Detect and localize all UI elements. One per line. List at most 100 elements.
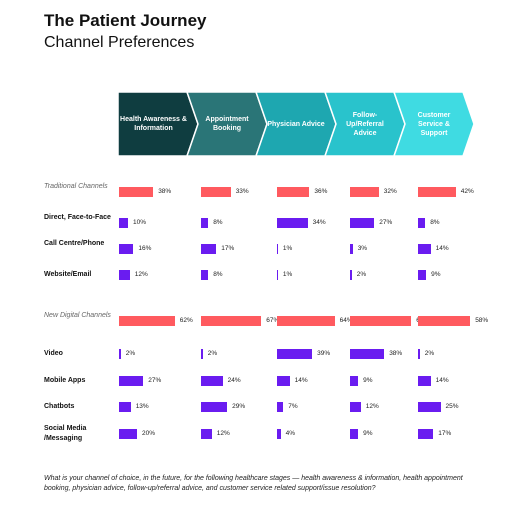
bar — [201, 244, 217, 254]
value-label: 8% — [430, 219, 440, 226]
value-label: 17% — [221, 245, 235, 252]
bar — [418, 187, 456, 197]
value-label: 2% — [424, 350, 435, 357]
value-label: 2% — [356, 271, 367, 278]
stage-arrows — [117, 91, 475, 157]
bar — [350, 270, 352, 280]
bar — [418, 316, 471, 326]
value-label: 27% — [148, 377, 162, 384]
bar — [201, 187, 231, 197]
channel-label: Video — [44, 350, 63, 357]
value-label: 1% — [282, 271, 293, 278]
value-label: 14% — [294, 377, 308, 384]
value-label: 27% — [379, 219, 393, 226]
value-label: 10% — [133, 219, 147, 226]
bar — [119, 376, 144, 386]
bar — [201, 349, 203, 359]
channel-label: Mobile Apps — [44, 377, 86, 384]
stage-label: Appointment Booking — [205, 116, 249, 132]
bar — [277, 349, 313, 359]
value-label: 8% — [213, 219, 223, 226]
channel-label: Chatbots — [44, 403, 75, 410]
value-label: 64% — [339, 317, 353, 324]
bar — [277, 218, 308, 228]
stage-label: Physician Advice — [267, 120, 325, 128]
bar — [277, 429, 281, 439]
channel-label: Direct, Face-to-Face — [44, 214, 111, 221]
bar — [418, 270, 427, 280]
bar — [119, 349, 121, 359]
bar — [119, 316, 175, 326]
value-label: 20% — [142, 430, 156, 437]
chart-title: The Patient Journey — [44, 11, 207, 30]
bar — [350, 218, 375, 228]
footnote: What is your channel of choice, in the f… — [44, 475, 463, 492]
bar — [277, 270, 278, 280]
bar — [277, 244, 278, 254]
stage-label: Follow-Up/Referral Advice — [346, 111, 384, 137]
value-label: 17% — [438, 430, 452, 437]
value-label: 7% — [288, 403, 298, 410]
value-label: 2% — [125, 350, 136, 357]
bar — [277, 187, 310, 197]
value-label: 12% — [365, 403, 379, 410]
value-label: 34% — [312, 219, 326, 226]
value-label: 9% — [363, 377, 373, 384]
bar — [350, 349, 385, 359]
value-label: 29% — [232, 403, 246, 410]
value-label: 38% — [158, 188, 172, 195]
value-label: 4% — [285, 430, 295, 437]
chart-subtitle: Channel Preferences — [44, 34, 195, 51]
bar — [418, 402, 441, 412]
bar — [201, 218, 209, 228]
value-label: 62% — [179, 317, 193, 324]
value-label: 42% — [460, 188, 474, 195]
value-label: 25% — [445, 403, 459, 410]
bar — [350, 376, 359, 386]
bar — [119, 218, 128, 228]
value-label: 32% — [383, 188, 397, 195]
bar — [350, 316, 412, 326]
bar — [350, 244, 353, 254]
value-label: 12% — [134, 271, 148, 278]
value-label: 38% — [389, 350, 403, 357]
value-label: 58% — [475, 317, 489, 324]
bar — [119, 429, 137, 439]
bar — [201, 402, 228, 412]
bar — [350, 429, 359, 439]
bar — [418, 244, 431, 254]
value-label: 33% — [235, 188, 249, 195]
value-label: 12% — [216, 430, 230, 437]
value-label: 14% — [435, 377, 449, 384]
bar — [350, 402, 361, 412]
value-label: 9% — [363, 430, 373, 437]
bar — [277, 402, 284, 412]
bar — [418, 349, 420, 359]
bar — [119, 270, 130, 280]
channel-label: Social Media /Messaging — [44, 425, 87, 442]
bar — [201, 429, 212, 439]
bar — [119, 244, 134, 254]
stage-arrow — [392, 91, 475, 157]
bar — [350, 187, 379, 197]
channel-label: Call Centre/Phone — [44, 240, 105, 247]
value-label: 14% — [435, 245, 449, 252]
stage-label: Health Awareness & Information — [120, 116, 187, 132]
stage-label: Customer Service & Support — [417, 111, 451, 137]
bar — [418, 218, 426, 228]
value-label: 16% — [138, 245, 152, 252]
bar — [418, 376, 431, 386]
bar — [201, 270, 209, 280]
bar — [418, 429, 434, 439]
value-label: 8% — [213, 271, 223, 278]
value-label: 24% — [227, 377, 241, 384]
channel-label: Website/Email — [44, 271, 92, 278]
group-label: Traditional Channels — [44, 183, 108, 190]
value-label: 2% — [207, 350, 218, 357]
bar — [119, 402, 131, 412]
bar — [201, 316, 262, 326]
bar — [119, 187, 154, 197]
value-label: 36% — [314, 188, 328, 195]
value-label: 13% — [135, 403, 149, 410]
